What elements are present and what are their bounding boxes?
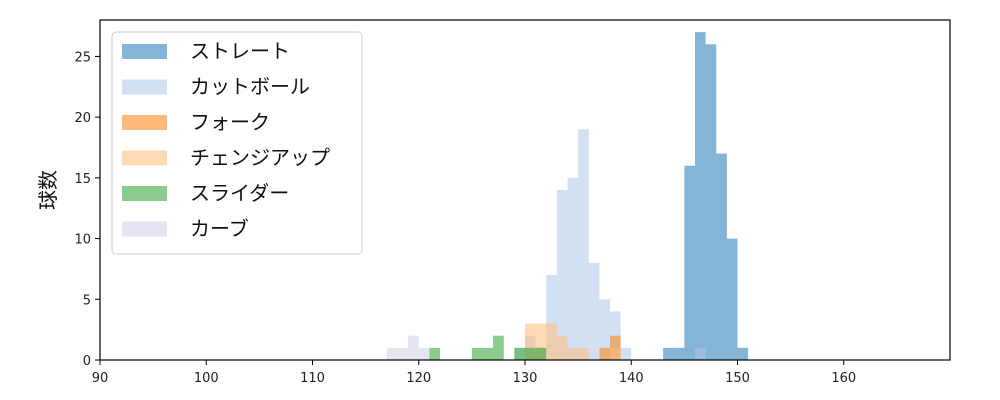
bar-series-0 (716, 153, 727, 360)
legend-label: チェンジアップ (190, 146, 330, 170)
legend-label: スライダー (190, 181, 289, 205)
legend-label: カーブ (190, 217, 249, 241)
bar-series-5 (418, 347, 430, 360)
x-tick-label: 130 (513, 371, 538, 386)
legend-label: ストレート (190, 39, 290, 63)
bar-series-1 (599, 299, 610, 360)
ticks-layer: 90 100 110 120 130 140 150 160 0 5 10 15 20 25 (74, 50, 856, 386)
bar-series-5 (397, 347, 409, 360)
bar-series-5 (386, 347, 398, 360)
bar-series-2 (599, 347, 610, 360)
bar-series-1 (556, 190, 568, 360)
x-tick-label: 140 (619, 371, 644, 386)
legend-label: カットボール (190, 75, 310, 99)
bar-series-3 (525, 323, 536, 360)
x-tick-label: 90 (92, 371, 109, 386)
y-tick-label: 25 (74, 50, 91, 65)
legend-swatch (122, 186, 167, 201)
bar-series-5 (408, 335, 419, 360)
x-tick-label: 160 (831, 371, 856, 386)
bar-series-3 (567, 347, 579, 360)
bars-layer (386, 32, 749, 361)
bar-series-1 (546, 275, 557, 360)
y-tick-label: 0 (83, 354, 91, 369)
legend-swatch (122, 44, 167, 59)
bar-series-3 (610, 347, 621, 360)
bar-series-4 (525, 347, 536, 360)
legend-swatch (122, 221, 167, 237)
y-tick-label: 15 (74, 172, 91, 187)
bar-series-1 (620, 347, 632, 360)
bar-series-0 (695, 32, 706, 361)
bar-series-0 (684, 165, 695, 360)
x-tick-label: 120 (406, 371, 431, 386)
bar-series-1 (567, 177, 579, 360)
bar-series-0 (663, 347, 674, 360)
bar-series-3 (535, 323, 547, 360)
y-tick-label: 20 (74, 111, 91, 126)
y-axis-label: 球数 (36, 170, 60, 210)
y-tick-label: 5 (83, 293, 91, 308)
bar-series-4 (471, 347, 483, 360)
bar-series-4 (482, 347, 494, 360)
legend-swatch (122, 150, 167, 166)
bar-series-0 (705, 44, 717, 361)
bar-series-4 (535, 347, 547, 360)
legend-swatch (122, 115, 167, 130)
x-tick-label: 150 (725, 371, 750, 386)
bar-series-1 (588, 262, 600, 360)
bar-series-3 (556, 335, 568, 360)
legend-box (111, 31, 363, 255)
bar-series-3 (546, 323, 557, 360)
x-tick-label: 100 (194, 371, 219, 386)
bar-series-3 (578, 347, 589, 360)
legend-swatch (122, 79, 167, 95)
bar-series-4 (514, 347, 525, 360)
bar-series-4 (429, 347, 440, 360)
bar-series-1 (695, 347, 706, 360)
bar-series-4 (493, 335, 504, 360)
bar-series-0 (726, 238, 738, 360)
y-tick-label: 10 (74, 233, 91, 248)
x-tick-label: 110 (300, 371, 325, 386)
bar-series-0 (737, 347, 749, 360)
legend-label: フォーク (190, 110, 270, 134)
bar-series-0 (673, 347, 685, 360)
bar-series-1 (578, 129, 589, 360)
